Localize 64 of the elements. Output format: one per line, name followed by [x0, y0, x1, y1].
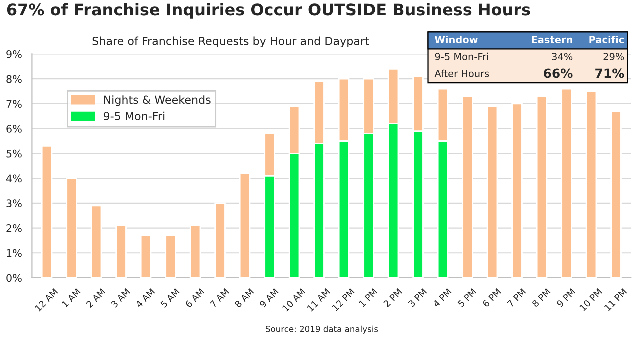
x-tick-label: 1 PM	[358, 288, 378, 308]
x-tick-label: 4 AM	[135, 288, 156, 308]
x-tick-label: 1 AM	[62, 288, 81, 308]
bar	[586, 90, 598, 278]
y-tick-label: 6%	[6, 125, 22, 133]
x-tick-label: 11 AM	[307, 288, 330, 312]
bar	[66, 178, 78, 278]
y-tick-label: 7%	[6, 100, 22, 108]
legend-label: Nights & Weekends	[104, 96, 211, 106]
y-tick-label: 8%	[6, 75, 22, 84]
text: Window	[434, 36, 478, 44]
bar	[116, 225, 127, 278]
annotation: 66%	[544, 68, 573, 78]
chart-title: 67% of Franchise Inquiries Occur OUTSIDE Business Hours	[7, 3, 530, 19]
bar	[486, 106, 498, 278]
annotation: 9-5 Mon-Fri	[435, 52, 488, 60]
bar	[239, 172, 251, 278]
bar	[190, 225, 202, 278]
x-tick-label: 8 PM	[532, 288, 551, 308]
y-tick-label: 0%	[6, 274, 22, 282]
y-tick-label: 2%	[6, 224, 22, 232]
y-tick-label: 4%	[6, 174, 22, 183]
x-tick-label: 11 PM	[604, 288, 628, 312]
x-tick-label: 6 AM	[185, 288, 205, 308]
y-tick-label: 3%	[6, 200, 22, 208]
text: Pacific	[590, 36, 624, 44]
y-tick-label: 5%	[6, 150, 22, 158]
x-tick-label: 12 PM	[332, 288, 355, 312]
annotation: 29%	[604, 53, 624, 60]
x-tick-label: 4 PM	[432, 288, 452, 308]
annotation: After Hours	[434, 70, 490, 78]
y-tick-label: 9%	[6, 50, 22, 58]
bar	[536, 96, 548, 278]
x-tick-label: 5 AM	[160, 288, 180, 308]
x-tick-label: 10 AM	[282, 288, 306, 312]
legend-label: 9-5 Mon-Fri	[104, 112, 165, 120]
x-tick-label: 6 PM	[482, 288, 502, 308]
bar	[41, 146, 53, 278]
bar	[561, 88, 572, 278]
annotation: 34%	[552, 53, 573, 60]
text: Eastern	[532, 36, 572, 44]
y-tick-label: 1%	[7, 249, 22, 258]
bar	[140, 235, 152, 278]
bar	[165, 235, 176, 278]
x-tick-label: 2 AM	[86, 288, 106, 308]
bar	[512, 103, 523, 278]
bar	[462, 96, 474, 278]
annotation: 71%	[596, 68, 624, 78]
x-tick-label: 9 AM	[259, 288, 279, 308]
chart-subtitle: Share of Franchise Requests by Hour and Daypart	[92, 36, 370, 48]
x-tick-label: 12 AM	[34, 288, 58, 312]
x-tick-label: 2 PM	[383, 288, 402, 308]
x-tick-label: 7 PM	[507, 288, 526, 308]
x-tick-label: 10 PM	[579, 288, 603, 312]
x-tick-label: 9 PM	[556, 288, 576, 308]
source-note: Source: 2019 data analysis	[266, 326, 378, 334]
bar	[610, 110, 622, 278]
x-tick-label: 5 PM	[458, 288, 477, 308]
x-tick-label: 3 AM	[110, 288, 131, 308]
x-tick-label: 3 PM	[408, 288, 428, 308]
bar	[90, 205, 102, 278]
x-tick-label: 8 AM	[234, 288, 254, 308]
x-tick-label: 7 AM	[210, 288, 230, 308]
bar	[214, 202, 226, 278]
